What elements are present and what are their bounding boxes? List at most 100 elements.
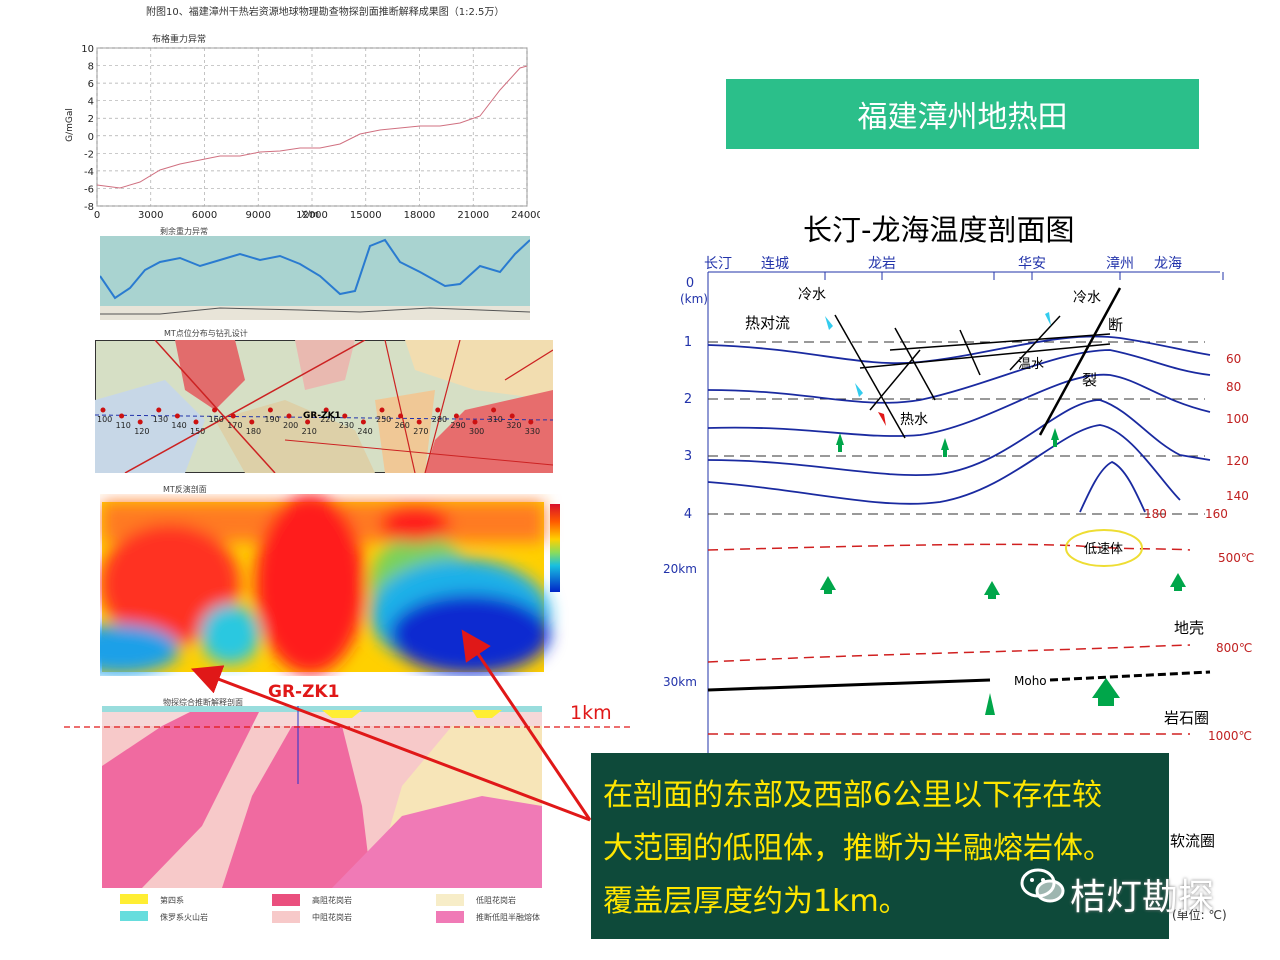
gravity-xtick: 6000 — [192, 210, 217, 220]
figure-caption: 附图10、福建漳州干热岩资源地球物理勘查物探剖面推断解释成果图（1:2.5万） — [146, 7, 505, 18]
isotherm-label: 1000℃ — [1208, 729, 1252, 743]
label-fault1: 断 — [1108, 316, 1123, 334]
gravity-curve — [96, 65, 528, 189]
gravity-ytick: -6 — [84, 184, 94, 195]
legend-label-melt: 推断低阻半融熔体 — [476, 913, 540, 922]
gravity-ytick: -8 — [84, 202, 94, 213]
mt-station-label: 130 — [153, 415, 168, 424]
callout-line3: 覆盖层厚度约为1km。 — [603, 884, 909, 919]
mt-station-label: 330 — [525, 427, 540, 436]
wechat-icon — [1020, 868, 1065, 903]
mt-station-dot — [491, 407, 497, 413]
mt-station-dot — [509, 413, 515, 419]
label-fault2: 裂 — [1082, 371, 1097, 389]
label-asthenosphere: 软流圈 — [1170, 832, 1216, 850]
gravity-xtick: 0 — [94, 210, 100, 220]
interp-legend: 第四系 侏罗系火山岩 高阻花岗岩 中阻花岗岩 低阻花岗岩 推断低阻半融熔体 — [100, 890, 560, 930]
label-cold1: 冷水 — [798, 287, 826, 303]
place-label: 长汀 — [704, 256, 732, 272]
gravity-xtick: 18000 — [404, 210, 436, 220]
label-cold2: 冷水 — [1073, 290, 1101, 306]
legend-swatch-melt — [436, 911, 464, 923]
mt-station-label: 230 — [339, 421, 354, 430]
label-hot: 热水 — [900, 412, 928, 428]
mt-station-dot — [435, 407, 441, 413]
gravity-ytick: 10 — [81, 44, 94, 55]
label-unit: (单位: ℃) — [1172, 908, 1227, 922]
gravity-xtick: 3000 — [138, 210, 163, 220]
gravity-xtick: 15000 — [350, 210, 382, 220]
gravity-xtick: 21000 — [457, 210, 489, 220]
mt-station-dot — [323, 407, 329, 413]
field-title: 福建漳州地热田 — [726, 79, 1199, 149]
depth-annotation: 1km — [570, 702, 612, 724]
mt-station-label: 320 — [506, 421, 521, 430]
gravity-ytick: 0 — [88, 132, 94, 143]
mt-station-dot — [100, 407, 106, 413]
mt-station-label: 250 — [376, 415, 391, 424]
label-lithosphere: 岩石圈 — [1164, 709, 1209, 727]
mt-station-label: 280 — [432, 415, 447, 424]
mt-station-dot — [528, 419, 534, 425]
legend-label-volcanic: 侏罗系火山岩 — [160, 913, 208, 922]
isotherm-label: 800℃ — [1216, 641, 1252, 655]
mt-station-dot — [137, 419, 143, 425]
isotherm-label: 140 — [1226, 489, 1249, 503]
legend-swatch-low-res — [436, 894, 464, 906]
gravity-ylabel: G/mGal — [65, 108, 75, 142]
legend-label-mid-res: 中阻花岗岩 — [312, 913, 352, 922]
mt-station-label: 270 — [413, 427, 428, 436]
watermark-text: 桔灯勘探 — [1070, 877, 1215, 918]
label-crust: 地壳 — [1174, 619, 1204, 637]
isotherm-label: 60 — [1226, 352, 1241, 366]
gravity-xtick: 24000 — [511, 210, 540, 220]
gravity-ytick: -4 — [84, 167, 94, 178]
profile-title: 长汀-龙海温度剖面图 — [803, 213, 1075, 247]
residual-title: 剩余重力异常 — [160, 227, 208, 236]
mt-station-dot — [342, 413, 348, 419]
mt-station-label: 200 — [283, 421, 298, 430]
mt-station-label: 190 — [264, 415, 279, 424]
depth-label-30km: 30km — [663, 675, 697, 689]
mt-station-label: 300 — [469, 427, 484, 436]
depth-label-0: 0 — [686, 276, 694, 291]
place-label: 华安 — [1018, 256, 1046, 272]
gravity-chart: 布格重力异常 10 8 6 4 2 0 -2 -4 -6 -8 0 3000 6000 9000 1200… — [65, 33, 540, 220]
mt-map-well-label: GR-ZK1 — [303, 411, 341, 421]
depth-label-km: (km) — [680, 292, 708, 306]
mt-station-label: 210 — [302, 427, 317, 436]
depth-label-4: 4 — [684, 507, 692, 522]
mt-map-title: MT点位分布与钻孔设计 — [164, 329, 248, 338]
isotherm-label: 100 — [1226, 412, 1249, 426]
legend-swatch-quaternary — [120, 894, 148, 904]
mt-station-dot — [416, 419, 422, 425]
mt-section-title: MT反演剖面 — [163, 485, 207, 494]
mt-station-dot — [249, 419, 255, 425]
mt-section — [100, 494, 560, 674]
legend-swatch-mid-res — [272, 911, 300, 923]
mt-station-label: 170 — [227, 421, 242, 430]
legend-label-high-res: 高阻花岗岩 — [312, 896, 352, 905]
label-moho: Moho — [1014, 674, 1047, 688]
isotherm-label: 80 — [1226, 380, 1241, 394]
mt-station-dot — [305, 419, 311, 425]
depth-label-20km: 20km — [663, 562, 697, 576]
place-label: 漳州 — [1106, 255, 1134, 272]
mt-station-dot — [267, 407, 273, 413]
mt-station-dot — [119, 413, 125, 419]
mt-station-label: 290 — [450, 421, 465, 430]
mt-station-dot — [286, 413, 292, 419]
mt-station-dot — [174, 413, 180, 419]
gravity-xlabel: X/m — [301, 210, 319, 220]
gravity-title: 布格重力异常 — [152, 33, 206, 45]
gravity-ytick: 8 — [88, 62, 94, 73]
mt-station-dot — [230, 413, 236, 419]
gravity-xtick: 12000 — [296, 210, 328, 220]
well-annotation: GR-ZK1 — [268, 682, 340, 702]
place-label: 龙海 — [1154, 256, 1182, 272]
mt-station-label: 150 — [190, 427, 205, 436]
mt-station-dot — [156, 407, 162, 413]
mt-station-dot — [379, 407, 385, 413]
gravity-ytick: 2 — [88, 114, 94, 125]
mt-station-label: 260 — [395, 421, 410, 430]
